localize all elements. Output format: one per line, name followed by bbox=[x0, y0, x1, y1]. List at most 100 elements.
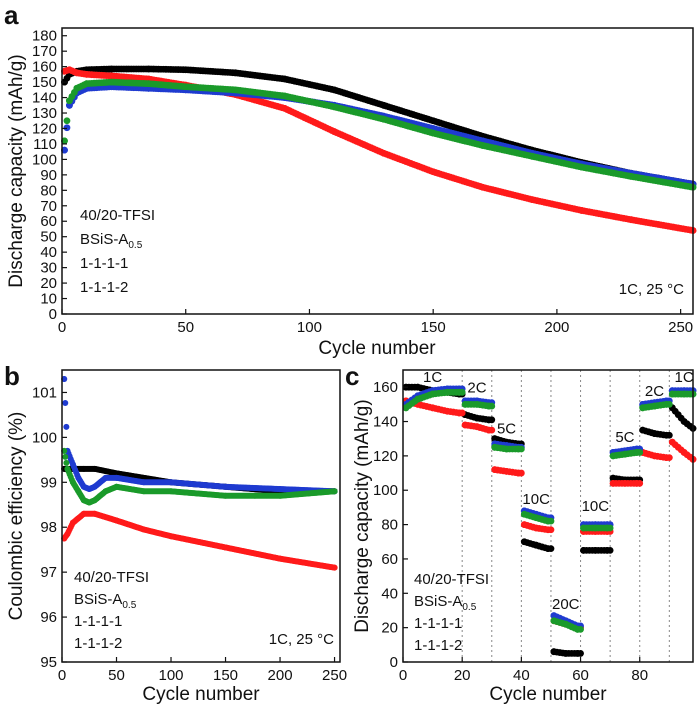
data-point bbox=[577, 650, 584, 657]
rate-label-1c: 1C bbox=[423, 369, 442, 386]
x-tick-label: 40 bbox=[513, 667, 530, 684]
rate-label-20c: 20C bbox=[552, 596, 580, 613]
data-point bbox=[62, 453, 69, 460]
panel-a-condition-annotation: 1C, 25 °C bbox=[619, 281, 684, 298]
panel-c: c 0 20 40 60 80 0 20 40 60 80 100 120 140 160 1C 2C 5C… bbox=[345, 361, 697, 705]
panel-b-x-ticks: 0 50 100 150 200 250 bbox=[58, 657, 347, 684]
y-tick-label: 130 bbox=[32, 105, 57, 122]
data-point bbox=[606, 524, 614, 532]
y-tick-label: 80 bbox=[381, 517, 398, 534]
data-point bbox=[517, 445, 525, 453]
panel-b-legend-bsis-main: BSiS-A bbox=[74, 591, 122, 608]
panel-b-letter: b bbox=[4, 361, 20, 391]
x-tick-label: 60 bbox=[572, 667, 589, 684]
y-tick-label: 98 bbox=[40, 519, 57, 536]
panel-b-frame bbox=[61, 369, 341, 663]
x-tick-label: 80 bbox=[631, 667, 648, 684]
panel-a-legend-bsis-main: BSiS-A bbox=[80, 231, 128, 248]
panel-c-x-ticks: 0 20 40 60 80 bbox=[399, 657, 648, 684]
data-point bbox=[331, 564, 338, 571]
x-tick-label: 0 bbox=[58, 667, 66, 684]
panel-c-y-ticks: 0 20 40 60 80 100 120 140 160 bbox=[373, 379, 408, 671]
data-point bbox=[61, 146, 68, 154]
x-tick-label: 50 bbox=[108, 667, 125, 684]
panel-a-legend-40-20-tfsi: 40/20-TFSI bbox=[80, 207, 155, 224]
x-tick-label: 250 bbox=[322, 667, 347, 684]
data-point bbox=[665, 400, 673, 408]
y-tick-label: 96 bbox=[40, 609, 57, 626]
panel-c-rate-labels: 1C 2C 5C 10C 20C 10C 5C 2C 1C bbox=[423, 369, 694, 613]
data-point bbox=[331, 488, 338, 495]
x-tick-label: 150 bbox=[213, 667, 238, 684]
data-point bbox=[61, 137, 68, 145]
y-tick-label: 40 bbox=[40, 244, 57, 261]
x-tick-label: 50 bbox=[177, 319, 194, 336]
y-tick-label: 70 bbox=[40, 198, 57, 215]
panel-c-y-axis-title: Discharge capacity (mAh/g) bbox=[352, 399, 373, 632]
data-point bbox=[63, 423, 70, 430]
data-point bbox=[636, 479, 644, 487]
panel-a-x-ticks: 0 50 100 150 200 250 bbox=[58, 309, 693, 336]
y-tick-label: 160 bbox=[32, 59, 57, 76]
data-point bbox=[488, 402, 496, 410]
data-point bbox=[63, 124, 71, 132]
panel-c-legend: 40/20-TFSI BSiS-A0.5 1-1-1-1 1-1-1-2 bbox=[414, 571, 489, 654]
rate-label-2c: 2C bbox=[645, 383, 664, 400]
y-tick-label: 120 bbox=[373, 448, 398, 465]
y-tick-label: 150 bbox=[32, 74, 57, 91]
data-point bbox=[547, 545, 555, 553]
panel-a-data bbox=[61, 65, 697, 234]
panel-a-legend-1-1-1-1: 1-1-1-1 bbox=[80, 255, 128, 272]
panel-b-x-axis-title: Cycle number bbox=[142, 684, 260, 705]
data-point bbox=[488, 416, 496, 424]
panel-a-legend-1-1-1-2: 1-1-1-2 bbox=[80, 279, 128, 296]
panel-c-legend-40-20-tfsi: 40/20-TFSI bbox=[414, 571, 489, 588]
y-tick-label: 0 bbox=[49, 306, 57, 323]
series-1-1-1-2 bbox=[61, 447, 338, 506]
y-tick-label: 20 bbox=[381, 620, 398, 637]
panel-b-legend-bsis-a05: BSiS-A0.5 bbox=[74, 591, 137, 611]
panel-b-condition-annotation: 1C, 25 °C bbox=[269, 631, 334, 648]
y-tick-label: 10 bbox=[40, 291, 57, 308]
x-tick-label: 150 bbox=[421, 319, 446, 336]
y-tick-label: 99 bbox=[40, 474, 57, 491]
data-point bbox=[577, 625, 584, 633]
y-tick-label: 100 bbox=[32, 429, 57, 446]
panel-a-y-axis-title: Discharge capacity (mAh/g) bbox=[6, 54, 27, 287]
rate-label-2c: 2C bbox=[467, 379, 486, 396]
series-bsis-a0-5 bbox=[61, 510, 338, 571]
series-1-1-1-1 bbox=[61, 375, 338, 495]
rate-label-1c: 1C bbox=[675, 369, 694, 386]
panel-a-letter: a bbox=[4, 0, 19, 30]
panel-a-x-axis-title: Cycle number bbox=[318, 338, 436, 359]
data-point bbox=[636, 449, 644, 456]
x-tick-label: 250 bbox=[668, 319, 693, 336]
y-tick-label: 180 bbox=[32, 28, 57, 45]
data-point bbox=[488, 426, 496, 434]
y-tick-label: 140 bbox=[32, 90, 57, 107]
x-tick-label: 200 bbox=[268, 667, 293, 684]
panel-b-data bbox=[61, 375, 338, 571]
y-tick-label: 100 bbox=[373, 482, 398, 499]
data-point bbox=[665, 454, 673, 461]
y-tick-label: 120 bbox=[32, 120, 57, 137]
panel-b-legend: 40/20-TFSI BSiS-A0.5 1-1-1-1 1-1-1-2 bbox=[74, 569, 149, 652]
y-tick-label: 80 bbox=[40, 182, 57, 199]
panel-b-y-axis-title: Coulombic efficiency (%) bbox=[6, 412, 27, 621]
x-tick-label: 0 bbox=[399, 667, 407, 684]
data-point bbox=[63, 459, 70, 466]
y-tick-label: 30 bbox=[40, 260, 57, 277]
y-tick-label: 60 bbox=[381, 551, 398, 568]
panel-c-legend-bsis-main: BSiS-A bbox=[414, 593, 462, 610]
data-point bbox=[665, 431, 673, 439]
panel-a-legend-bsis-sub: 0.5 bbox=[128, 240, 142, 251]
data-point bbox=[62, 399, 69, 406]
data-point bbox=[63, 117, 71, 125]
data-point bbox=[458, 409, 466, 417]
series-1-1-1-2 bbox=[402, 388, 697, 633]
panel-c-letter: c bbox=[345, 361, 359, 391]
panel-a-legend-bsis-a05: BSiS-A0.5 bbox=[80, 231, 143, 251]
panel-b-legend-1-1-1-2: 1-1-1-2 bbox=[74, 635, 122, 652]
panel-b: b 0 50 100 150 200 250 95 96 97 98 99 100 101 Cycle… bbox=[4, 361, 347, 705]
